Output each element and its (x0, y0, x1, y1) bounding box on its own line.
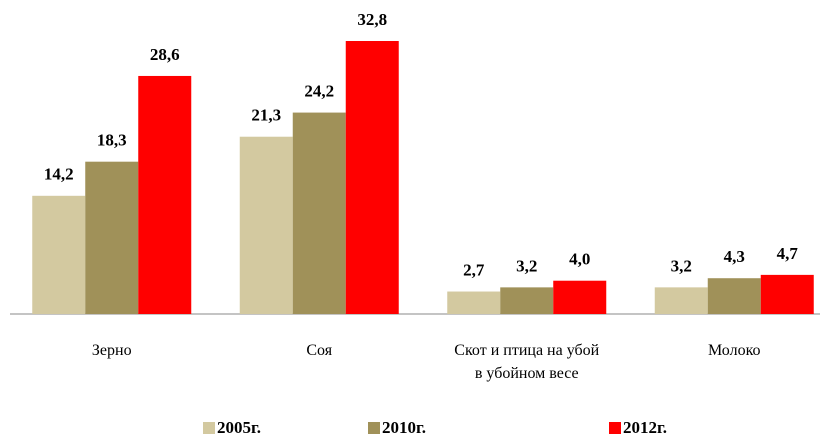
value-label: 3,2 (671, 256, 692, 275)
bar (85, 161, 139, 314)
bar (500, 287, 554, 314)
value-label: 18,3 (97, 131, 127, 150)
value-label: 2,7 (463, 260, 485, 279)
value-label: 28,6 (150, 45, 180, 64)
bar (32, 195, 86, 314)
legend-label: 2005г. (217, 418, 261, 437)
bar (553, 280, 607, 314)
value-label: 21,3 (251, 106, 281, 125)
value-label: 24,2 (304, 81, 334, 100)
bar (447, 291, 501, 314)
value-label: 4,3 (724, 247, 745, 266)
x-tick-label: Скот и птица на убой в убойном весе (454, 342, 599, 382)
legend-label: 2012г. (623, 418, 667, 437)
bar (239, 136, 293, 314)
legend-label: 2010г. (382, 418, 426, 437)
value-label: 32,8 (357, 10, 387, 29)
bar (138, 75, 192, 315)
value-label: 3,2 (516, 256, 537, 275)
x-tick-label: Молоко (708, 342, 761, 359)
x-tick-label: Зерно (92, 342, 132, 359)
bar (654, 287, 708, 314)
bar (707, 278, 761, 314)
value-label: 4,7 (777, 244, 799, 263)
bar (345, 41, 399, 314)
legend-swatch (368, 422, 380, 434)
value-label: 14,2 (44, 165, 74, 184)
bar (292, 112, 346, 314)
legend-swatch (609, 422, 621, 434)
bar (760, 274, 814, 314)
legend-swatch (203, 422, 215, 434)
value-label: 4,0 (569, 250, 590, 269)
x-tick-label: Соя (306, 342, 332, 359)
